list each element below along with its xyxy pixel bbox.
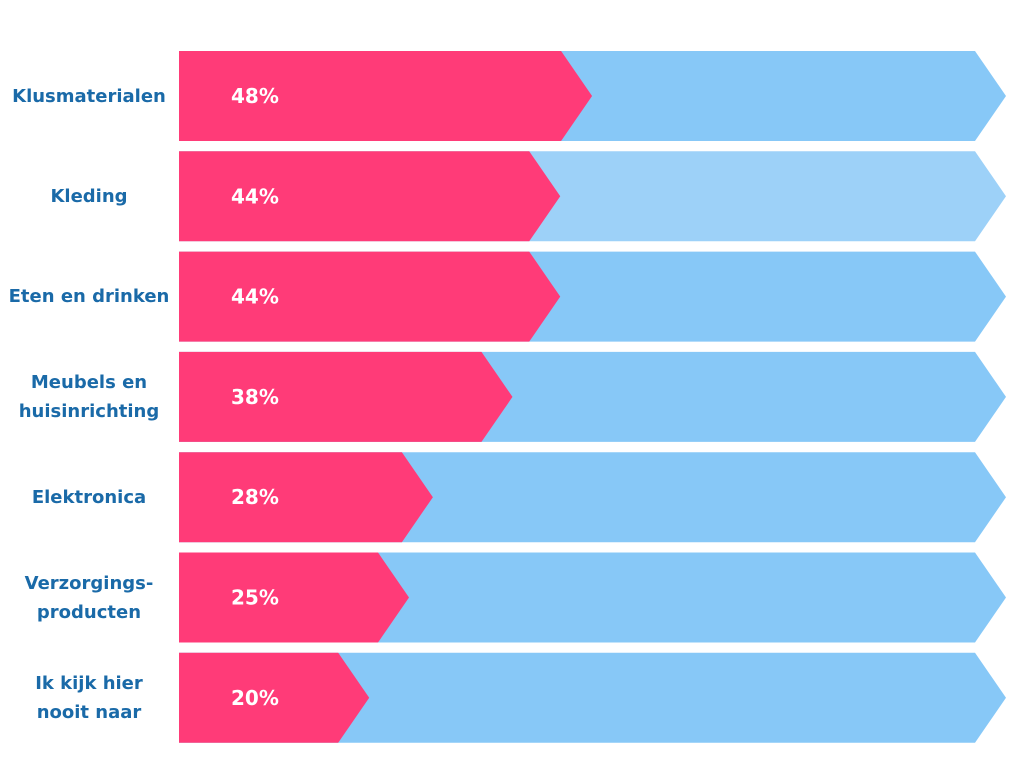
category-label-line: Eten en drinken (8, 286, 170, 308)
bar-value (179, 251, 561, 342)
category-label-line: huisinrichting (18, 400, 160, 422)
category-label: Kleding (0, 151, 178, 241)
bar-row: 44% (179, 251, 1006, 342)
value-label: 38% (231, 385, 279, 409)
category-label-line: Elektronica (31, 486, 147, 508)
category-label: Elektronica (0, 452, 178, 542)
value-label: 44% (231, 285, 279, 309)
bar-value (179, 652, 370, 743)
category-label-line: Meubels en (30, 371, 148, 393)
value-label: 25% (231, 586, 279, 610)
bar-row: 28% (179, 452, 1006, 543)
bar-value (179, 51, 593, 141)
bar-value (179, 552, 409, 643)
category-label-line: Kleding (50, 185, 128, 207)
category-label: Ik kijk hier nooit naar (0, 653, 178, 743)
bar-row: 20% (179, 652, 1006, 743)
category-label: Eten en drinken (0, 252, 178, 342)
bar-row: 25% (179, 552, 1006, 643)
category-label-line: producten (36, 601, 142, 623)
bar-value (179, 151, 561, 242)
bar-value (179, 452, 433, 543)
category-label-line: nooit naar (36, 701, 142, 723)
category-label-line: Verzorgings- (24, 572, 154, 594)
category-label-line: Ik kijk hier (35, 672, 143, 694)
value-label: 48% (231, 84, 279, 108)
bar-background (179, 652, 1006, 743)
bar-value (179, 351, 513, 442)
value-label: 20% (231, 686, 279, 710)
value-label: 28% (231, 485, 279, 509)
value-label: 44% (231, 184, 279, 208)
category-label-line: Klusmaterialen (12, 85, 166, 107)
bar-row: 48% (179, 51, 1006, 141)
bar-row: 38% (179, 351, 1006, 442)
category-label: Klusmaterialen (0, 51, 178, 141)
category-label: Verzorgings-producten (0, 553, 178, 643)
category-label: Meubels en huisinrichting (0, 352, 178, 442)
bar-row: 44% (179, 151, 1006, 242)
